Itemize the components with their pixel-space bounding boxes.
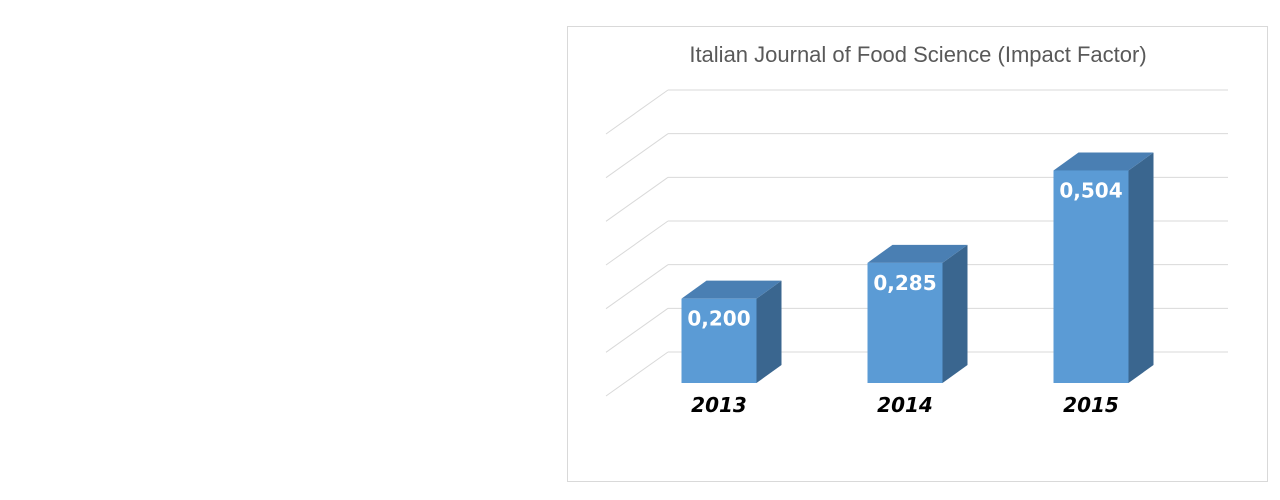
bar-top	[867, 244, 968, 263]
data-label: 0,200	[687, 307, 750, 331]
x-tick-label: 2013	[691, 393, 747, 417]
bar-side	[1128, 152, 1154, 383]
bar-top	[1053, 152, 1154, 171]
gridline-side	[605, 133, 669, 179]
data-label: 0,504	[1059, 178, 1122, 202]
bar	[1053, 170, 1129, 383]
x-tick-label: 2015	[1063, 393, 1119, 417]
chart-labels: 0,200 2013 0,285 2014 0,504 2015	[687, 178, 1122, 417]
bar	[681, 298, 757, 383]
bar-side	[756, 280, 782, 383]
gridline-side	[605, 264, 669, 310]
gridline-side	[605, 176, 669, 222]
bar-side	[942, 244, 968, 383]
gridline-side	[605, 351, 669, 397]
gridline-side	[605, 89, 669, 135]
bar	[867, 262, 943, 383]
chart-bars	[681, 152, 1154, 383]
x-tick-label: 2014	[877, 393, 933, 417]
gridline-side	[605, 307, 669, 353]
data-label: 0,285	[873, 271, 936, 295]
gridline-side	[605, 220, 669, 266]
bar-top	[681, 280, 782, 299]
chart-title: Italian Journal of Food Science (Impact …	[689, 42, 1146, 67]
